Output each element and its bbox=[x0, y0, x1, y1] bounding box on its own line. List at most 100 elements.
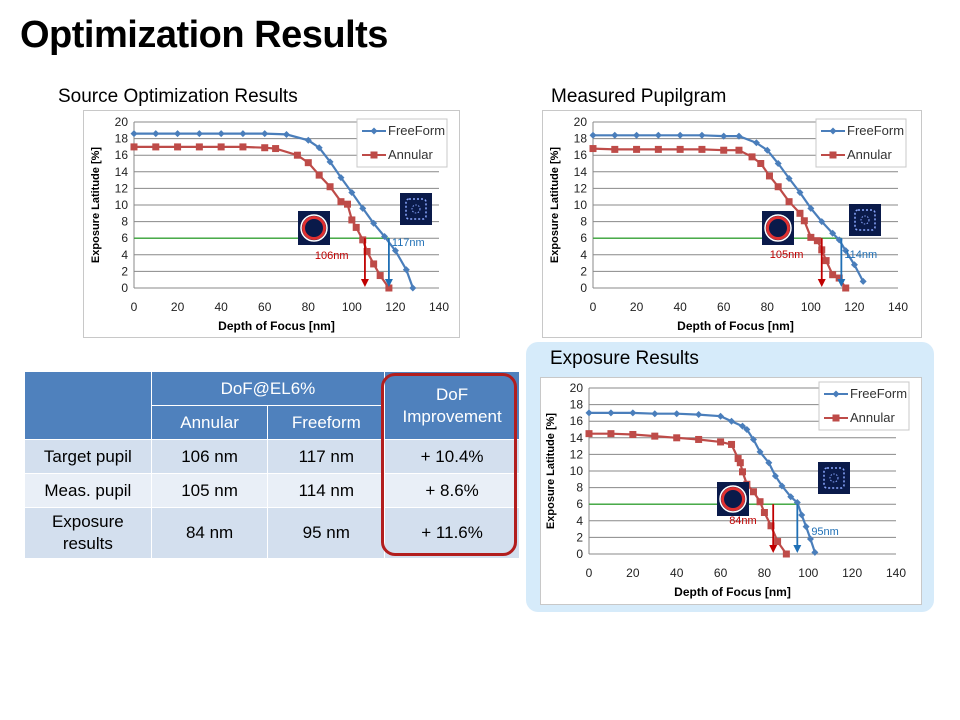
cell-annular: 105 nm bbox=[150, 473, 269, 508]
exposure-results-chart: 0 2 4 6 8 10 12 14 16 18 20 0 20 40 60 80 100 120 140 Depth… bbox=[545, 381, 910, 599]
y-tick-label: 16 bbox=[115, 148, 129, 162]
y-tick-label: 16 bbox=[574, 148, 588, 162]
y-tick-label: 6 bbox=[576, 497, 583, 511]
legend-marker-annular bbox=[829, 151, 837, 159]
page-title: Optimization Results bbox=[20, 14, 388, 56]
data-point-annular bbox=[739, 468, 746, 476]
data-point-freeform bbox=[654, 131, 662, 139]
dof-arrowhead-red bbox=[769, 545, 778, 553]
data-point-annular bbox=[829, 271, 837, 279]
table-row: Exposure results 84 nm 95 nm + 11.6% bbox=[24, 507, 520, 559]
data-point-freeform bbox=[633, 131, 641, 139]
header-freeform: Freeform bbox=[267, 405, 386, 440]
freeform-pupil-icon bbox=[400, 193, 432, 225]
freeform-center-icon bbox=[829, 473, 839, 483]
data-point-freeform bbox=[717, 412, 725, 420]
data-point-freeform bbox=[735, 132, 743, 140]
row-label: Exposure results bbox=[24, 507, 152, 559]
legend-label-annular: Annular bbox=[388, 147, 433, 162]
data-point-freeform bbox=[370, 219, 378, 227]
x-axis-label: Depth of Focus [nm] bbox=[674, 585, 791, 599]
freeform-pupil-icon bbox=[818, 462, 850, 494]
x-axis-label: Depth of Focus [nm] bbox=[677, 319, 794, 333]
data-point-annular bbox=[728, 440, 736, 448]
cell-annular: 106 nm bbox=[150, 439, 269, 474]
y-tick-label: 4 bbox=[576, 514, 583, 528]
data-point-freeform bbox=[217, 130, 225, 138]
y-axis-label: Exposure Latitude [%] bbox=[545, 413, 557, 529]
data-point-annular bbox=[385, 284, 393, 292]
x-tick-label: 100 bbox=[801, 300, 821, 314]
data-point-annular bbox=[767, 522, 775, 530]
data-point-freeform bbox=[130, 130, 138, 138]
data-point-annular bbox=[807, 233, 815, 241]
chart-1-panel: 0 2 4 6 8 10 12 14 16 18 20 0 20 40 60 80 100 120 140 Depth… bbox=[83, 110, 460, 338]
x-tick-label: 40 bbox=[673, 300, 687, 314]
x-tick-label: 0 bbox=[586, 566, 593, 580]
chart-2-title: Measured Pupilgram bbox=[551, 86, 727, 107]
data-point-freeform bbox=[743, 426, 751, 433]
y-tick-label: 6 bbox=[121, 231, 128, 245]
data-point-annular bbox=[348, 216, 356, 224]
data-point-freeform bbox=[749, 435, 757, 443]
data-point-annular bbox=[152, 143, 160, 151]
cell-freeform: 114 nm bbox=[267, 473, 386, 508]
legend-marker-annular bbox=[832, 414, 840, 422]
data-point-freeform bbox=[409, 284, 417, 292]
data-point-freeform bbox=[787, 493, 795, 501]
data-point-freeform bbox=[807, 204, 815, 212]
data-point-freeform bbox=[195, 130, 203, 138]
data-point-freeform bbox=[695, 411, 703, 419]
x-tick-label: 0 bbox=[131, 300, 138, 314]
cell-freeform: 117 nm bbox=[267, 439, 386, 474]
data-point-annular bbox=[239, 143, 247, 151]
cell-improvement: + 10.4% bbox=[384, 439, 520, 474]
dof-arrowhead-red bbox=[360, 279, 369, 287]
y-tick-label: 18 bbox=[570, 398, 584, 412]
header-dof-el6: DoF@EL6% bbox=[150, 371, 386, 406]
data-point-annular bbox=[796, 209, 804, 217]
data-point-freeform bbox=[802, 523, 810, 531]
data-point-annular bbox=[611, 145, 619, 153]
y-tick-label: 20 bbox=[115, 115, 129, 129]
header-improvement-line1: DoF bbox=[436, 384, 469, 404]
legend-box bbox=[815, 118, 907, 168]
data-point-freeform bbox=[835, 236, 843, 244]
data-point-freeform bbox=[337, 174, 345, 182]
data-point-annular bbox=[757, 160, 765, 167]
series-line-annular bbox=[592, 147, 847, 289]
data-point-annular bbox=[785, 198, 793, 206]
data-point-annular bbox=[629, 430, 637, 438]
data-point-freeform bbox=[315, 144, 323, 152]
data-point-freeform bbox=[771, 472, 779, 480]
data-point-freeform bbox=[765, 459, 773, 467]
y-tick-label: 12 bbox=[574, 181, 588, 195]
data-point-annular bbox=[633, 145, 641, 153]
data-point-annular bbox=[174, 143, 182, 151]
header-annular: Annular bbox=[150, 405, 269, 440]
data-point-freeform bbox=[348, 189, 356, 197]
annular-ring-icon bbox=[300, 214, 328, 242]
data-point-freeform bbox=[611, 131, 619, 139]
annular-ring-icon bbox=[764, 214, 792, 242]
x-tick-label: 60 bbox=[258, 300, 272, 314]
y-tick-label: 10 bbox=[574, 198, 588, 212]
dof-label-blue: 95nm bbox=[811, 526, 839, 538]
y-tick-label: 0 bbox=[580, 281, 587, 295]
y-tick-label: 14 bbox=[115, 165, 129, 179]
data-point-freeform bbox=[774, 160, 782, 167]
data-point-annular bbox=[293, 151, 301, 159]
x-tick-label: 60 bbox=[717, 300, 731, 314]
table-row: Target pupil 106 nm 117 nm + 10.4% bbox=[24, 439, 520, 474]
header-improvement: DoF Improvement bbox=[384, 371, 520, 440]
annular-ring-red-icon bbox=[302, 216, 326, 240]
dof-arrowhead-blue bbox=[384, 279, 393, 287]
data-point-annular bbox=[782, 550, 790, 558]
data-point-freeform bbox=[589, 131, 597, 139]
data-point-annular bbox=[315, 171, 323, 179]
y-axis-label: Exposure Latitude [%] bbox=[90, 147, 102, 263]
data-point-freeform bbox=[806, 535, 814, 543]
y-tick-label: 6 bbox=[580, 231, 587, 245]
data-point-freeform bbox=[698, 131, 706, 139]
data-point-freeform bbox=[381, 233, 389, 241]
